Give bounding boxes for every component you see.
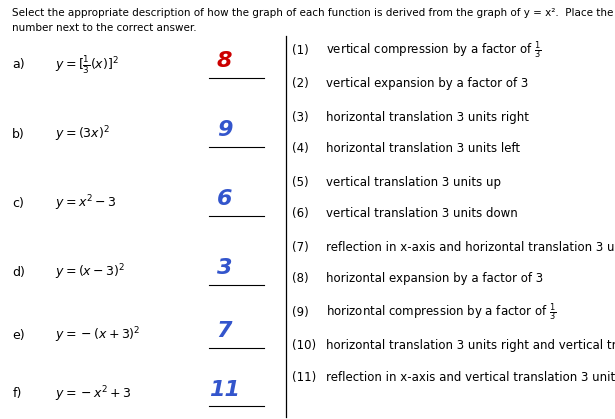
Text: horizontal translation 3 units right and vertical translation 3 units up: horizontal translation 3 units right and… [326, 339, 615, 352]
Text: (2): (2) [292, 77, 309, 91]
Text: reflection in x-axis and vertical translation 3 units up: reflection in x-axis and vertical transl… [326, 370, 615, 384]
Text: horizontal translation 3 units right: horizontal translation 3 units right [326, 111, 529, 124]
Text: d): d) [12, 266, 25, 279]
Text: b): b) [12, 127, 25, 141]
Text: 11: 11 [209, 380, 240, 400]
Text: 3: 3 [216, 258, 232, 278]
Text: (3): (3) [292, 111, 309, 124]
Text: f): f) [12, 387, 22, 401]
Text: e): e) [12, 328, 25, 342]
Text: number next to the correct answer.: number next to the correct answer. [12, 23, 197, 33]
Text: $y = x^2 - 3$: $y = x^2 - 3$ [55, 194, 117, 213]
Text: (10): (10) [292, 339, 316, 352]
Text: vertical expansion by a factor of 3: vertical expansion by a factor of 3 [326, 77, 528, 91]
Text: $y = [\frac{1}{3}(x)]^2$: $y = [\frac{1}{3}(x)]^2$ [55, 54, 119, 76]
Text: horizontal expansion by a factor of 3: horizontal expansion by a factor of 3 [326, 272, 543, 285]
Text: (4): (4) [292, 142, 309, 155]
Text: 7: 7 [216, 321, 232, 341]
Text: 6: 6 [216, 189, 232, 209]
Text: $y = (x - 3)^2$: $y = (x - 3)^2$ [55, 263, 125, 282]
Text: (11): (11) [292, 370, 316, 384]
Text: (9): (9) [292, 305, 309, 319]
Text: (7): (7) [292, 241, 309, 254]
Text: (6): (6) [292, 207, 309, 220]
Text: (8): (8) [292, 272, 309, 285]
Text: $y = (3x)^2$: $y = (3x)^2$ [55, 124, 110, 144]
Text: vertical translation 3 units up: vertical translation 3 units up [326, 176, 501, 189]
Text: 8: 8 [216, 51, 232, 71]
Text: a): a) [12, 58, 25, 72]
Text: (5): (5) [292, 176, 309, 189]
Text: vertical compression by a factor of $\frac{1}{3}$: vertical compression by a factor of $\fr… [326, 39, 542, 61]
Text: $y = -x^2 + 3$: $y = -x^2 + 3$ [55, 384, 132, 403]
Text: vertical translation 3 units down: vertical translation 3 units down [326, 207, 518, 220]
Text: $y = -(x + 3)^2$: $y = -(x + 3)^2$ [55, 326, 141, 345]
Text: reflection in x-axis and horizontal translation 3 units left: reflection in x-axis and horizontal tran… [326, 241, 615, 254]
Text: horizontal translation 3 units left: horizontal translation 3 units left [326, 142, 520, 155]
Text: horizontal compression by a factor of $\frac{1}{3}$: horizontal compression by a factor of $\… [326, 301, 557, 323]
Text: (1): (1) [292, 44, 309, 57]
Text: c): c) [12, 197, 24, 210]
Text: 9: 9 [216, 120, 232, 140]
Text: Select the appropriate description of how the graph of each function is derived : Select the appropriate description of ho… [12, 8, 614, 18]
